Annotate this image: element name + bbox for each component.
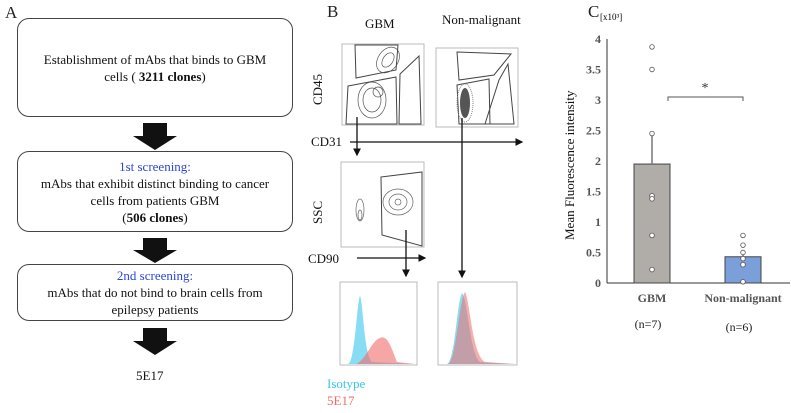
panel-a-label: A	[5, 3, 18, 22]
histogram-nonmalignant	[437, 281, 518, 366]
data-point	[649, 232, 655, 239]
category-label: GBM	[638, 291, 667, 305]
box-text: epilepsy patients	[111, 302, 199, 317]
step-box-establishment: Establishment of mAbs that binds to GBM …	[17, 18, 293, 117]
bar-0	[633, 163, 671, 284]
box-text: Establishment of mAbs that binds to GBM	[43, 51, 267, 67]
legend-isotype: Isotype	[327, 376, 366, 391]
significance-bracket	[667, 96, 744, 101]
data-point	[740, 279, 746, 285]
cd45-cd31-plot-gbm	[341, 43, 425, 126]
box-text: (506 clones)	[122, 209, 188, 225]
data-point	[649, 66, 655, 73]
down-arrow-icon	[133, 328, 177, 355]
data-point	[740, 232, 746, 239]
y-tick-label: 1	[595, 215, 601, 229]
y-tick-label: 3	[595, 93, 601, 107]
box-heading: 2nd screening:	[116, 268, 194, 283]
box-text: mAbs that exhibit distinct binding to ca…	[40, 175, 270, 191]
ssc-cd90-plot-gbm	[340, 161, 425, 248]
box-text: cells from patients GBM	[90, 192, 220, 208]
data-point	[740, 262, 746, 268]
data-point	[649, 266, 655, 273]
y-tick-label: 3.5	[586, 63, 601, 77]
axis-cd31: CD31	[311, 134, 343, 149]
box-text: cells ( 3211 clones)	[104, 68, 206, 84]
panel-b-label: B	[327, 2, 339, 21]
bar-chart: 0 0.5 1 1.5 2 2.5 3 3.5 4 GBM (n=7) Non-malignant (n…	[586, 32, 790, 334]
result-antibody: 5E17	[136, 368, 164, 383]
n-label: (n=7)	[635, 317, 662, 331]
data-point	[649, 44, 655, 50]
step-box-second-screening: 2nd screening: mAbs that do not bind to …	[17, 264, 293, 321]
cd45-cd31-plot-nonmalignant	[435, 47, 519, 128]
y-axis-label: Mean Fluorescence intensity	[562, 90, 577, 240]
step-box-first-screening: 1st screening: mAbs that exhibit distinc…	[17, 151, 293, 232]
n-label: (n=6)	[726, 320, 753, 334]
histogram-gbm	[339, 281, 418, 366]
data-point	[740, 249, 746, 256]
y-tick-label: 0.5	[586, 246, 601, 260]
down-arrow-icon	[133, 238, 177, 263]
legend-5e17: 5E17	[327, 393, 355, 408]
data-point	[649, 196, 655, 202]
axis-cd45: CD45	[310, 73, 325, 105]
data-point	[740, 242, 746, 248]
data-point	[740, 255, 746, 262]
column-nonmalignant: Non-malignant	[442, 12, 521, 27]
y-tick-label: 1.5	[586, 185, 601, 199]
y-tick-label: 2	[595, 154, 601, 168]
axis-cd90: CD90	[308, 251, 340, 266]
y-tick-label: 0	[595, 276, 601, 290]
data-point	[649, 130, 655, 137]
significance-marker: *	[702, 81, 709, 96]
box-text: mAbs that do not bind to brain cells fro…	[47, 285, 263, 300]
panel-c-label: C	[588, 2, 600, 21]
category-label: Non-malignant	[704, 291, 781, 305]
y-tick-label: 4	[595, 32, 601, 46]
y-tick-label: 2.5	[586, 124, 601, 138]
scale-note: [x10³]	[600, 12, 623, 22]
axis-ssc: SSC	[310, 200, 325, 224]
box-heading: 1st screening:	[119, 158, 191, 174]
column-gbm: GBM	[365, 16, 395, 31]
down-arrow-icon	[133, 123, 177, 150]
